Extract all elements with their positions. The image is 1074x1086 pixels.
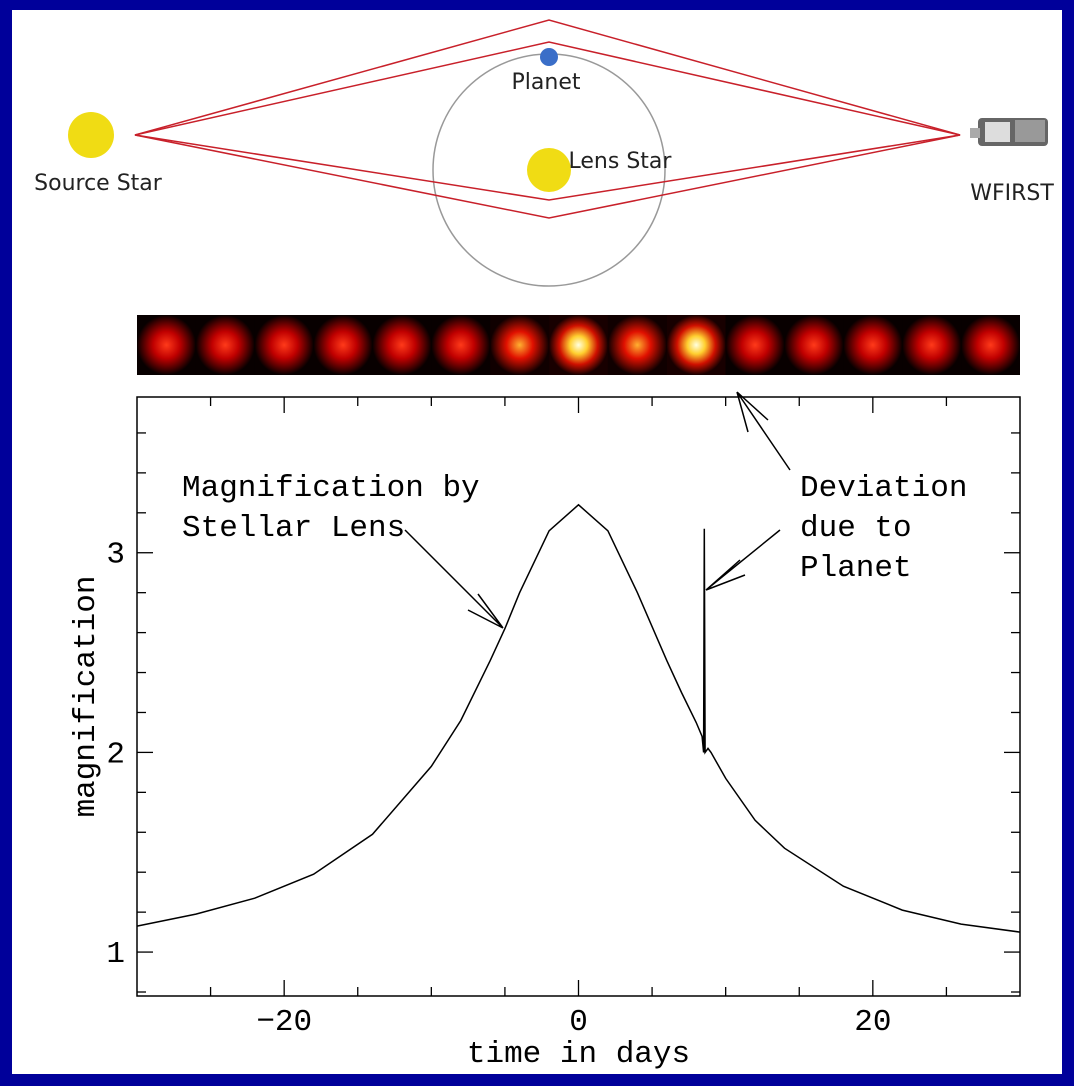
lens-diagram: Source Star Lens Star Planet WFIRST: [34, 19, 1054, 287]
strip-frame: [431, 315, 491, 375]
annotation: due to: [800, 511, 912, 546]
planet-label: Planet: [512, 70, 581, 95]
strip-frame: [784, 315, 844, 375]
light-path: [134, 41, 961, 201]
telescope-label: WFIRST: [970, 181, 1054, 206]
planet: [540, 48, 558, 66]
strip-frame: [549, 315, 608, 375]
annotation: Stellar Lens: [182, 511, 405, 546]
strip-frame: [961, 315, 1020, 375]
strip-frame: [372, 315, 432, 375]
strip-frame: [725, 315, 785, 375]
arrow: [705, 529, 781, 591]
strip-frame: [902, 315, 962, 375]
strip-frame: [254, 315, 314, 375]
y-tick-label: 3: [106, 538, 125, 573]
annotation: Magnification by: [182, 471, 480, 506]
light-curve: [136, 503, 1021, 933]
y-tick-label: 1: [106, 937, 125, 972]
x-tick-label: 0: [569, 1005, 588, 1040]
lens-label: Lens Star: [569, 149, 673, 174]
strip-frame: [490, 315, 550, 375]
x-axis-label: time in days: [467, 1037, 690, 1072]
telescope: [970, 118, 1048, 146]
strip-frame: [607, 315, 667, 375]
strip-frame: [313, 315, 373, 375]
y-axis-label: magnification: [69, 576, 104, 818]
lens-star: [527, 148, 571, 192]
x-tick-label: 20: [854, 1005, 891, 1040]
x-tick-label: −20: [256, 1005, 312, 1040]
annotation: Planet: [800, 551, 912, 586]
y-tick-label: 2: [106, 737, 125, 772]
source-star: [68, 112, 114, 158]
strip-frame: [137, 315, 196, 375]
arrows: [404, 391, 791, 629]
strip-frame: [195, 315, 255, 375]
strip-frame: [843, 315, 903, 375]
annotation: Deviation: [800, 471, 967, 506]
arrow: [404, 529, 504, 629]
strip-frame: [666, 315, 726, 375]
source-label: Source Star: [34, 171, 163, 196]
image-strip: [137, 315, 1020, 375]
